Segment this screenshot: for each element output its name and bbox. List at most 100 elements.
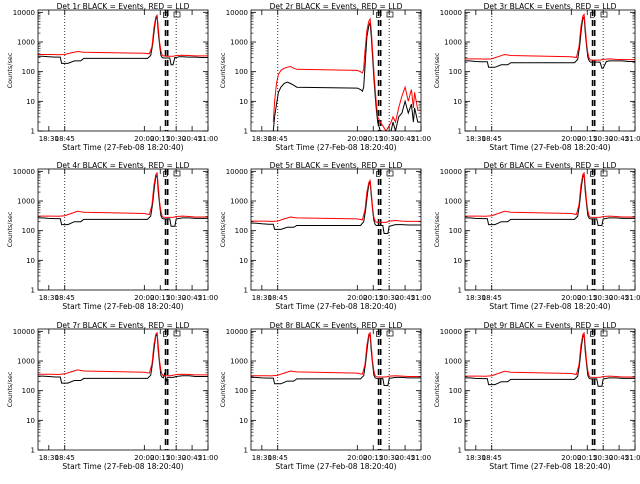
y-tick-label: 10000 bbox=[440, 168, 462, 176]
y-tick-label: 100 bbox=[235, 68, 248, 76]
plot-area bbox=[251, 169, 421, 290]
y-tick-label: 1 bbox=[458, 447, 462, 455]
series-line-lld bbox=[38, 13, 208, 57]
x-tick-label: 20:15 bbox=[577, 294, 597, 302]
y-tick-label: 1000 bbox=[230, 198, 248, 206]
series-line-lld bbox=[465, 331, 635, 378]
corner-box-marker bbox=[173, 330, 181, 337]
y-tick-label: 10 bbox=[453, 98, 462, 106]
y-axis-label: Counts/sec bbox=[6, 211, 14, 247]
series-line-events bbox=[38, 173, 208, 227]
x-tick-label: 20:45 bbox=[395, 294, 415, 302]
y-tick-label: 1 bbox=[458, 128, 462, 136]
x-tick-label: 20:00 bbox=[561, 294, 581, 302]
x-tick-label: 20:45 bbox=[609, 454, 629, 462]
peak-annotation: D bbox=[589, 170, 595, 179]
x-tick-label: 20:30 bbox=[593, 454, 613, 462]
x-tick-label: 21:00 bbox=[198, 294, 218, 302]
peak-annotation: D bbox=[375, 170, 381, 179]
x-tick-label: 20:45 bbox=[182, 454, 202, 462]
peak-annotation: D bbox=[162, 330, 168, 339]
y-tick-label: 10 bbox=[239, 98, 248, 106]
y-tick-label: 1 bbox=[31, 287, 35, 295]
chart-title: Det 3r BLACK = Events, RED = LLD bbox=[484, 2, 617, 11]
y-tick-label: 1000 bbox=[17, 198, 35, 206]
plot-area bbox=[38, 169, 208, 290]
y-tick-label: 10 bbox=[453, 257, 462, 265]
y-axis-label: Counts/sec bbox=[433, 371, 441, 407]
x-tick-label: 21:00 bbox=[411, 454, 431, 462]
y-tick-label: 10000 bbox=[226, 9, 248, 17]
y-tick-label: 1 bbox=[31, 447, 35, 455]
x-tick-label: 18:45 bbox=[482, 454, 502, 462]
y-axis-label: Counts/sec bbox=[219, 211, 227, 247]
chart-title: Det 8r BLACK = Events, RED = LLD bbox=[270, 321, 403, 330]
y-axis-label: Counts/sec bbox=[6, 371, 14, 407]
y-tick-label: 100 bbox=[22, 227, 35, 235]
series-line-events bbox=[251, 333, 421, 386]
y-tick-label: 1000 bbox=[444, 39, 462, 47]
x-tick-label: 18:45 bbox=[55, 135, 75, 143]
x-tick-label: 21:00 bbox=[198, 454, 218, 462]
corner-box-marker bbox=[386, 11, 394, 18]
series-line-events bbox=[465, 173, 635, 226]
series-line-lld bbox=[251, 331, 421, 378]
x-axis-label: Start Time (27-Feb-08 18:20:40) bbox=[62, 462, 183, 471]
x-tick-label: 18:30 bbox=[39, 135, 59, 143]
x-tick-label: 18:45 bbox=[482, 294, 502, 302]
chart-title: Det 5r BLACK = Events, RED = LLD bbox=[270, 161, 403, 170]
chart-title: Det 1r BLACK = Events, RED = LLD bbox=[57, 2, 190, 11]
y-tick-label: 100 bbox=[449, 387, 462, 395]
x-tick-label: 21:00 bbox=[411, 135, 431, 143]
x-tick-label: 21:00 bbox=[625, 294, 640, 302]
x-tick-label: 20:00 bbox=[347, 294, 367, 302]
y-tick-label: 10 bbox=[26, 98, 35, 106]
corner-box-marker bbox=[386, 170, 394, 177]
x-tick-label: 18:30 bbox=[252, 135, 272, 143]
chart-title: Det 2r BLACK = Events, RED = LLD bbox=[270, 2, 403, 11]
corner-box-marker bbox=[386, 330, 394, 337]
plot-area bbox=[465, 169, 635, 290]
x-axis-label: Start Time (27-Feb-08 18:20:40) bbox=[275, 302, 396, 311]
plot-frame bbox=[37, 9, 209, 132]
plot-area bbox=[251, 329, 421, 450]
y-tick-label: 10000 bbox=[13, 9, 35, 17]
corner-box-marker bbox=[600, 11, 608, 18]
peak-annotation: D bbox=[589, 330, 595, 339]
y-tick-label: 10 bbox=[26, 257, 35, 265]
plot-frame bbox=[464, 328, 636, 451]
y-tick-label: 1000 bbox=[230, 358, 248, 366]
plot-area bbox=[38, 329, 208, 450]
series-line-lld bbox=[251, 178, 421, 223]
x-tick-label: 20:00 bbox=[347, 135, 367, 143]
y-tick-label: 1 bbox=[31, 128, 35, 136]
x-tick-label: 18:30 bbox=[466, 294, 486, 302]
plot-area bbox=[272, 10, 421, 131]
y-tick-label: 10 bbox=[239, 257, 248, 265]
x-tick-label: 18:45 bbox=[55, 454, 75, 462]
x-tick-label: 21:00 bbox=[625, 135, 640, 143]
x-tick-label: 20:30 bbox=[166, 294, 186, 302]
plot-area bbox=[465, 329, 635, 450]
corner-box-marker bbox=[173, 11, 181, 18]
y-tick-label: 10 bbox=[239, 417, 248, 425]
series-line-events bbox=[465, 15, 635, 69]
x-tick-label: 20:30 bbox=[379, 294, 399, 302]
y-tick-label: 1000 bbox=[444, 198, 462, 206]
plot-frame bbox=[250, 328, 422, 451]
x-tick-label: 20:00 bbox=[134, 454, 154, 462]
x-tick-label: 20:45 bbox=[395, 454, 415, 462]
x-tick-label: 18:30 bbox=[39, 294, 59, 302]
series-line-lld bbox=[38, 171, 208, 218]
y-tick-label: 1 bbox=[458, 287, 462, 295]
x-tick-label: 20:00 bbox=[561, 454, 581, 462]
x-tick-label: 21:00 bbox=[198, 135, 218, 143]
y-tick-label: 100 bbox=[22, 387, 35, 395]
y-tick-label: 10000 bbox=[440, 328, 462, 336]
x-tick-label: 18:45 bbox=[268, 454, 288, 462]
